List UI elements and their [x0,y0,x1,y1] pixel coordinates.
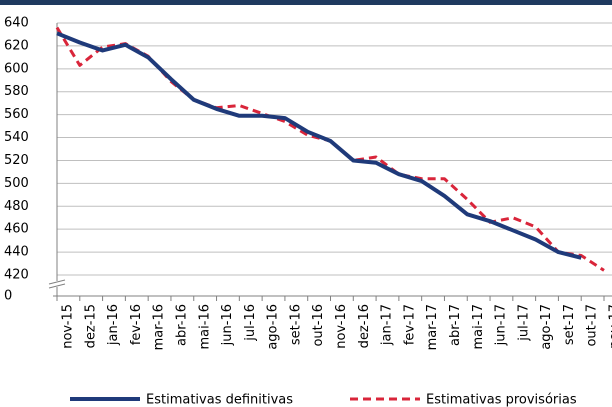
y-tick-label: 540 [4,130,29,145]
x-tick-label: set-16 [288,304,303,345]
y-tick-label: 440 [4,245,29,260]
x-tick-label: nov-17 [608,304,612,349]
x-tick-label: mar-16 [152,304,167,350]
x-tick-label: dez-16 [357,304,372,348]
x-tick-label: jan-17 [380,304,395,346]
y-tick-label: 520 [4,153,29,168]
y-tick-label: 640 [4,16,29,31]
x-tick-label: jul-16 [243,304,258,342]
x-tick-label: abr-16 [174,304,189,346]
x-tick-label: jun-17 [494,304,509,346]
legend-label: Estimativas definitivas [146,393,293,407]
legend-label: Estimativas provisórias [426,393,577,407]
x-tick-label: ago-16 [266,304,281,350]
x-tick-label: jan-16 [106,304,121,346]
x-tick-label: nov-15 [61,304,76,349]
y-tick-label: 480 [4,199,29,214]
axis-break-line [48,283,66,289]
y-tick-label: 580 [4,84,29,99]
x-tick-label: fev-17 [402,304,417,345]
x-tick-label: dez-15 [83,304,98,348]
top-bar [0,0,612,5]
x-tick-label: jun-16 [220,304,235,346]
axis-break [49,281,65,287]
y-tick-label: 420 [4,268,29,283]
y-tick-label: 560 [4,107,29,122]
x-tick-label: abr-17 [448,304,463,346]
x-tick-label: set-17 [562,304,577,345]
x-tick-label: out-16 [311,304,326,347]
y-tick-label: 620 [4,38,29,53]
y-tick-label: 0 [4,289,12,304]
x-tick-label: mai-16 [197,304,212,349]
x-tick-label: jul-17 [516,304,531,342]
x-tick-label: nov-16 [334,304,349,349]
y-tick-label: 500 [4,176,29,191]
x-tick-label: mai-17 [471,304,486,349]
axis-break-line [48,279,66,285]
x-tick-label: ago-17 [539,304,554,350]
x-tick-label: fev-16 [129,304,144,345]
y-tick-label: 600 [4,61,29,76]
y-tick-label: 460 [4,222,29,237]
x-tick-label: mar-17 [425,304,440,350]
x-tick-label: out-17 [585,304,600,347]
series-line [56,31,582,260]
